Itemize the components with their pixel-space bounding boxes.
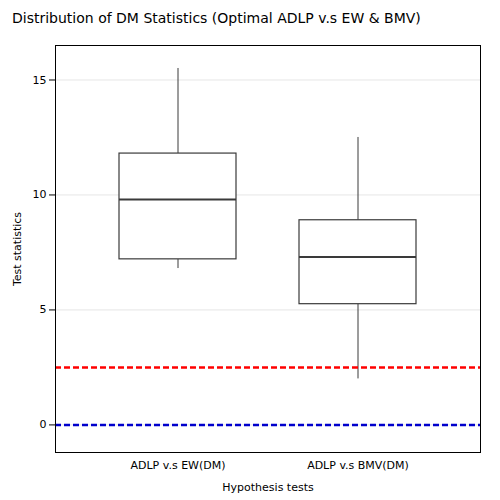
svg-text:10: 10 xyxy=(33,188,47,201)
svg-text:ADLP v.s BMV(DM): ADLP v.s BMV(DM) xyxy=(307,459,409,472)
svg-text:Test statistics: Test statistics xyxy=(11,212,24,287)
svg-text:ADLP v.s EW(DM): ADLP v.s EW(DM) xyxy=(130,459,225,472)
svg-text:Hypothesis tests: Hypothesis tests xyxy=(222,481,314,494)
svg-text:0: 0 xyxy=(40,418,47,431)
svg-text:15: 15 xyxy=(33,74,47,87)
svg-text:5: 5 xyxy=(40,303,47,316)
html-text:Distribution of DM Statistics: Distribution of DM Statistics (Optimal A… xyxy=(12,10,421,26)
